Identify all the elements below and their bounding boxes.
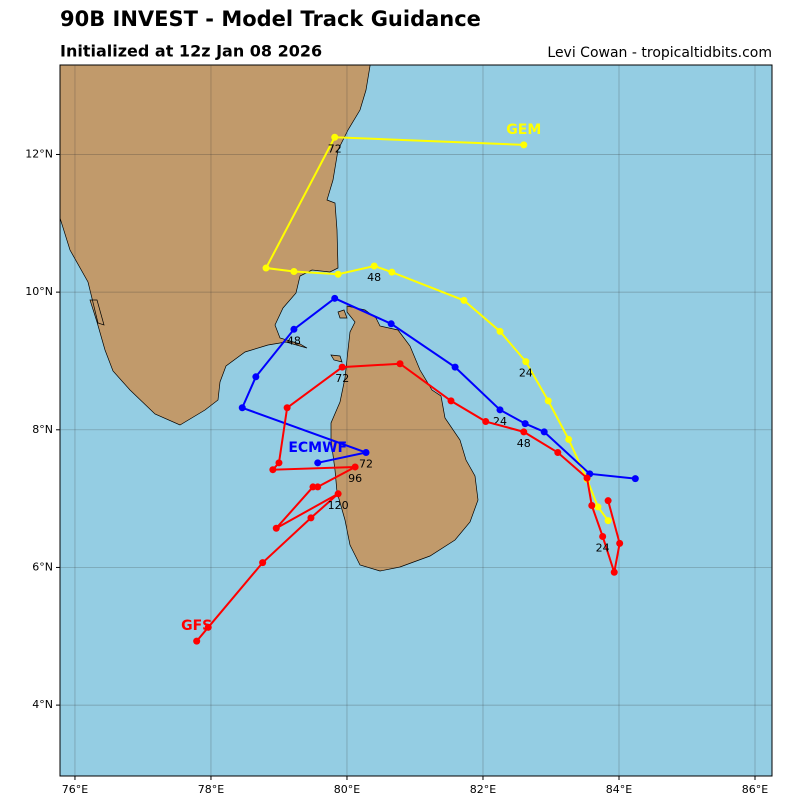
- x-tick-label: 76°E: [62, 783, 88, 796]
- credit: Levi Cowan - tropicaltidbits.com: [547, 45, 772, 61]
- track-point: [252, 373, 260, 381]
- hour-label: 24: [519, 367, 533, 380]
- hour-label: 96: [348, 472, 362, 485]
- track-point: [338, 363, 346, 371]
- track-point: [610, 568, 618, 576]
- track-point: [262, 264, 270, 272]
- island: [330, 354, 343, 363]
- track-point: [565, 435, 573, 443]
- hour-label: 24: [596, 541, 610, 554]
- chart-title: 90B INVEST - Model Track Guidance: [60, 7, 481, 31]
- track-point: [588, 502, 596, 510]
- track-point: [447, 397, 455, 405]
- x-tick-label: 80°E: [334, 783, 360, 796]
- track-point: [269, 466, 277, 474]
- track-point: [193, 637, 201, 645]
- track-point: [370, 262, 378, 270]
- track-point: [604, 517, 612, 525]
- track-point: [451, 363, 459, 371]
- track-point: [331, 294, 339, 302]
- hour-label: 72: [359, 458, 373, 471]
- y-tick-label: 8°N: [32, 423, 53, 436]
- track-point: [275, 459, 283, 467]
- island: [337, 309, 348, 319]
- track-point: [544, 397, 552, 405]
- hour-label: 72: [335, 372, 349, 385]
- plot-frame: [59, 64, 773, 777]
- track-line: [195, 362, 621, 642]
- series-label: ECMWF: [288, 440, 347, 456]
- track-point: [616, 539, 624, 547]
- track-point: [599, 532, 607, 540]
- track-point: [307, 514, 315, 522]
- y-tick-label: 4°N: [32, 698, 53, 711]
- track-point: [604, 497, 612, 505]
- y-tick-label: 10°N: [25, 285, 53, 298]
- track-point: [259, 559, 267, 567]
- x-tick-label: 84°E: [606, 783, 632, 796]
- track-point: [290, 267, 298, 275]
- track-point: [334, 490, 342, 498]
- track-point: [594, 503, 602, 511]
- track-point: [387, 320, 395, 328]
- series-label: GEM: [506, 122, 541, 138]
- india-land: [60, 65, 371, 426]
- series-label: GFS: [181, 618, 212, 634]
- track-point: [482, 418, 490, 426]
- hour-label: 72: [328, 142, 342, 155]
- track-point: [520, 428, 528, 436]
- track-point: [522, 358, 530, 366]
- track-point: [388, 268, 396, 276]
- track-point: [496, 327, 504, 335]
- track-point: [238, 404, 246, 412]
- track-point: [631, 475, 639, 483]
- x-tick-label: 82°E: [470, 783, 496, 796]
- track-point: [283, 404, 291, 412]
- track-point: [520, 141, 528, 149]
- track-point: [554, 449, 562, 457]
- track-point: [309, 483, 317, 491]
- x-tick-label: 86°E: [742, 783, 768, 796]
- track-point: [331, 133, 339, 141]
- track-point: [290, 325, 298, 333]
- x-tick-label: 78°E: [198, 783, 224, 796]
- track-point: [496, 406, 504, 414]
- track-point: [396, 360, 404, 368]
- track-point: [362, 449, 370, 457]
- chart-subtitle: Initialized at 12z Jan 08 2026: [60, 42, 322, 61]
- track-point: [314, 459, 322, 467]
- track-point: [583, 474, 591, 482]
- sri-lanka-land: [330, 305, 479, 572]
- track-point: [351, 463, 359, 471]
- hour-label: 120: [328, 499, 349, 512]
- track-point: [460, 296, 468, 304]
- hour-label: 48: [517, 437, 531, 450]
- track-point: [272, 524, 280, 532]
- track-point: [521, 420, 529, 428]
- track-point: [334, 270, 342, 278]
- y-tick-label: 6°N: [32, 560, 53, 573]
- hour-label: 48: [287, 334, 301, 347]
- hour-label: 48: [367, 271, 381, 284]
- y-tick-label: 12°N: [25, 147, 53, 160]
- track-point: [204, 623, 212, 631]
- track-point: [540, 428, 548, 436]
